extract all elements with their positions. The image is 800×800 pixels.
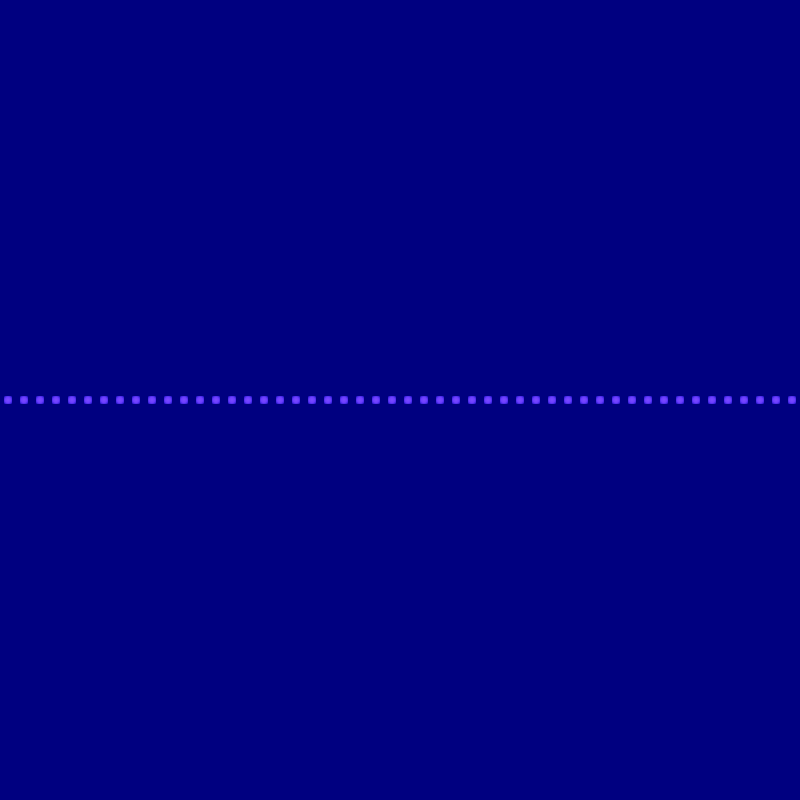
line-dot (484, 396, 492, 404)
line-dot (468, 396, 476, 404)
line-dot (452, 396, 460, 404)
line-dot (628, 396, 636, 404)
line-dot (20, 396, 28, 404)
line-dot (116, 396, 124, 404)
line-dot (436, 396, 444, 404)
line-dot (164, 396, 172, 404)
line-dot (532, 396, 540, 404)
line-dot (548, 396, 556, 404)
line-dot (4, 396, 12, 404)
line-dot (564, 396, 572, 404)
line-dot (612, 396, 620, 404)
line-dot (644, 396, 652, 404)
line-dot (36, 396, 44, 404)
line-dot (100, 396, 108, 404)
line-dot (676, 396, 684, 404)
line-dot (340, 396, 348, 404)
line-dot (244, 396, 252, 404)
line-dot (196, 396, 204, 404)
line-dot (132, 396, 140, 404)
line-dot (84, 396, 92, 404)
line-dot (420, 396, 428, 404)
dotted-line-svg (4, 396, 796, 404)
line-dot (772, 396, 780, 404)
line-dot (68, 396, 76, 404)
line-dot (356, 396, 364, 404)
line-dot (404, 396, 412, 404)
line-dot (276, 396, 284, 404)
line-dot (228, 396, 236, 404)
line-dot (52, 396, 60, 404)
line-dot (516, 396, 524, 404)
line-dot (660, 396, 668, 404)
line-dot (180, 396, 188, 404)
line-dot (500, 396, 508, 404)
line-dot (388, 396, 396, 404)
line-dot (788, 396, 796, 404)
line-dot (324, 396, 332, 404)
line-dot (308, 396, 316, 404)
line-dot (708, 396, 716, 404)
line-dot (148, 396, 156, 404)
line-dot (372, 396, 380, 404)
line-dot (212, 396, 220, 404)
line-dot (740, 396, 748, 404)
line-dot (260, 396, 268, 404)
line-dot (692, 396, 700, 404)
line-dot (596, 396, 604, 404)
dotted-line (0, 394, 800, 406)
line-dot (724, 396, 732, 404)
line-dot (580, 396, 588, 404)
line-dot (292, 396, 300, 404)
line-dot (756, 396, 764, 404)
